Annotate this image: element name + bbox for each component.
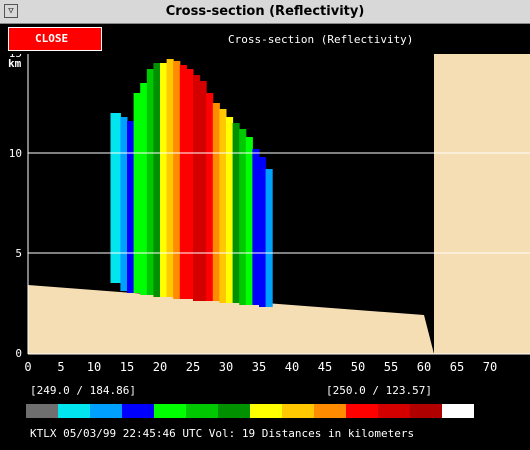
y-tick-label: 10 [9,147,22,160]
x-tick-label: 30 [219,360,233,374]
ground-area [28,285,434,354]
storm-column [120,117,128,291]
legend-swatch [90,404,122,418]
x-tick-label: 35 [252,360,266,374]
storm-column [219,109,227,303]
legend-swatch [186,404,218,418]
y-tick-label: 5 [15,247,22,260]
start-coordinate: [249.0 / 184.86] [30,384,136,397]
x-tick-label: 60 [417,360,431,374]
storm-column [127,121,135,293]
storm-column [239,129,247,305]
storm-column [212,103,220,301]
legend-swatch [218,404,250,418]
x-tick-label: 65 [450,360,464,374]
legend-swatch [26,404,58,418]
x-tick-label: 25 [186,360,200,374]
toolbar: CLOSE [0,24,530,54]
view-title: Cross-section (Reflectivity) [228,33,414,46]
storm-column [153,63,161,297]
legend-swatch [250,404,282,418]
storm-column [193,75,201,301]
legend-swatch [442,404,474,418]
storm-column [160,63,168,297]
y-tick-label: 0 [15,347,22,360]
x-tick-label: 0 [24,360,31,374]
storm-column [199,81,207,301]
storm-column [166,59,174,297]
x-tick-label: 20 [153,360,167,374]
x-tick-label: 55 [384,360,398,374]
storm-column [110,113,121,283]
storm-column [133,93,141,293]
legend-swatch [378,404,410,418]
window-title: Cross-section (Reflectivity) [165,4,365,19]
window-titlebar[interactable]: ▽ Cross-section (Reflectivity) [0,0,530,24]
x-tick-label: 40 [285,360,299,374]
storm-column [259,157,267,307]
y-tick-label: 15 [9,54,22,60]
legend-swatch [58,404,90,418]
x-tick-label: 70 [483,360,497,374]
legend-swatch [314,404,346,418]
storm-column [186,69,194,299]
legend-swatch [282,404,314,418]
out-of-range-area [434,54,530,354]
legend-swatch [346,404,378,418]
storm-column [265,169,273,307]
storm-column [232,123,240,303]
storm-column [179,65,187,299]
window-menu-icon[interactable]: ▽ [4,4,18,18]
legend-swatch [154,404,186,418]
x-tick-label: 15 [120,360,134,374]
storm-column [173,61,181,299]
legend-swatch [122,404,154,418]
x-tick-label: 45 [318,360,332,374]
status-info: KTLX 05/03/99 22:45:46 UTC Vol: 19 Dista… [30,427,415,440]
storm-column [146,69,154,295]
end-coordinate: [250.0 / 123.57] [326,384,432,397]
x-tick-label: 5 [57,360,64,374]
cross-section-chart[interactable]: 0510152025303540455055606570051015km [0,54,530,450]
storm-column [206,93,214,301]
legend-swatch [410,404,442,418]
storm-column [252,149,260,305]
x-tick-label: 10 [87,360,101,374]
storm-column [226,117,234,303]
y-axis-label: km [8,57,22,70]
close-button[interactable]: CLOSE [8,27,102,51]
x-tick-label: 50 [351,360,365,374]
storm-column [245,137,253,305]
storm-column [140,83,148,295]
